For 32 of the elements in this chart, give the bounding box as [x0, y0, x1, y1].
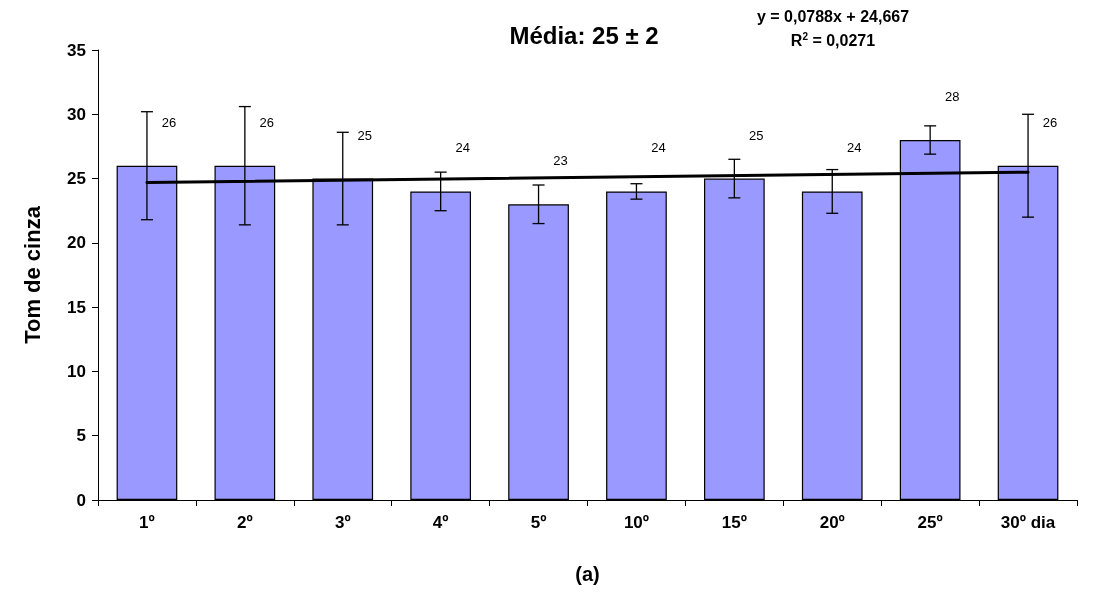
y-tick-label: 35: [67, 40, 86, 60]
data-label: 25: [357, 127, 372, 143]
y-tick-label: 10: [67, 361, 86, 381]
y-tick-label: 0: [76, 490, 86, 510]
x-tick-label: 15º: [721, 513, 747, 532]
chart-title: Média: 25 ± 2: [509, 21, 659, 49]
x-tick-label: 1º: [139, 513, 155, 532]
data-label: 28: [944, 89, 960, 104]
data-label: 25: [749, 127, 764, 143]
x-tick-label: 10º: [623, 513, 650, 532]
y-tick-label: 20: [67, 233, 86, 253]
x-tick-label: 4º: [432, 513, 449, 532]
data-label: 26: [1042, 114, 1058, 130]
data-label: 26: [161, 114, 177, 130]
x-tick-label: 5º: [530, 513, 547, 532]
data-label: 24: [847, 140, 862, 156]
y-tick-label: 30: [67, 104, 86, 124]
data-label: 26: [259, 114, 275, 130]
y-axis-title: Tom de cinza: [19, 205, 45, 344]
data-label: 23: [553, 153, 568, 169]
data-label: 24: [455, 140, 470, 156]
x-tick-label: 2º: [237, 513, 253, 532]
data-label: 24: [651, 140, 666, 156]
x-tick-label: 25º: [917, 513, 943, 532]
y-tick-label: 15: [67, 297, 86, 317]
y-tick-label: 25: [67, 169, 86, 189]
text: y = 0,0788x + 24,667: [756, 7, 910, 25]
x-tick-label: 20º: [819, 513, 845, 532]
y-tick-label: 5: [76, 426, 86, 446]
x-tick-label: 3º: [334, 513, 351, 532]
x-axis-title: (a): [575, 563, 600, 585]
x-tick-label: 30º dia: [1000, 513, 1056, 532]
